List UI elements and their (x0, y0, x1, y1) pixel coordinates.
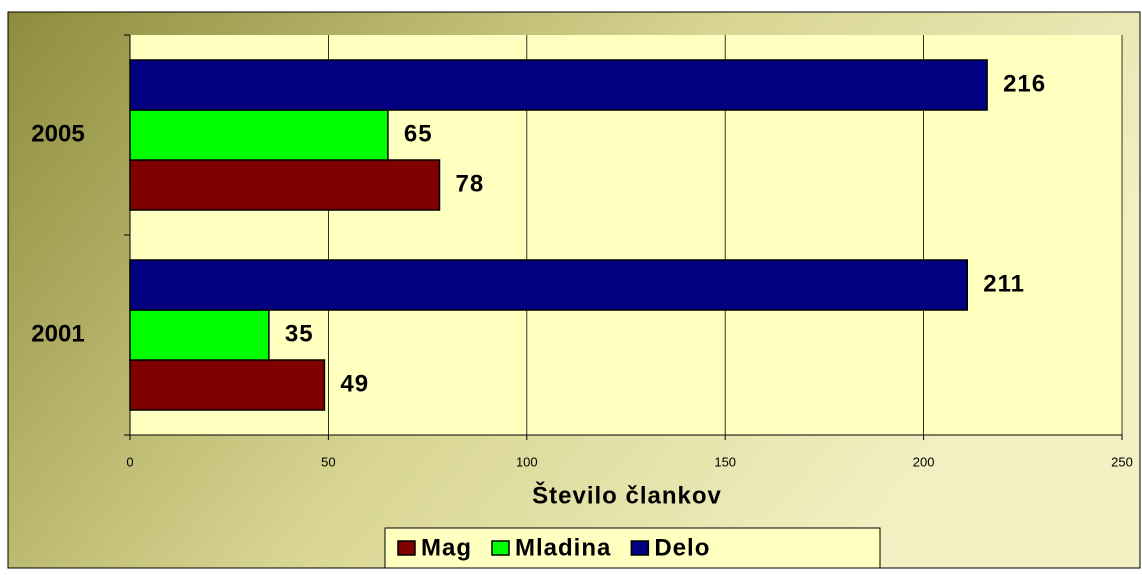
bar (129, 159, 441, 211)
x-tick-label: 150 (714, 454, 736, 469)
bar (129, 59, 988, 111)
data-label: 35 (285, 320, 314, 347)
x-tick-label: 250 (1111, 454, 1133, 469)
x-tick-label: 100 (516, 454, 538, 469)
y-tick-label: 2001 (31, 320, 84, 347)
legend-label: Mag (421, 534, 472, 561)
legend-swatch (491, 540, 510, 556)
data-label: 78 (456, 170, 485, 197)
data-label: 211 (983, 270, 1025, 297)
legend-swatch (630, 540, 650, 556)
bar (129, 309, 270, 361)
x-tick-label: 0 (126, 454, 133, 469)
data-label: 49 (340, 370, 369, 397)
y-tick-label: 2005 (31, 120, 84, 147)
x-tick-label: 200 (913, 454, 935, 469)
bar (129, 259, 968, 311)
x-axis-title: Število člankov (532, 481, 722, 509)
x-tick-label: 50 (321, 454, 335, 469)
legend-label: Mladina (515, 534, 611, 561)
data-label: 216 (1003, 70, 1046, 97)
legend-swatch (397, 540, 416, 556)
bar (129, 359, 326, 411)
legend-label: Delo (654, 534, 710, 561)
bar (129, 109, 389, 161)
data-label: 65 (404, 120, 433, 147)
